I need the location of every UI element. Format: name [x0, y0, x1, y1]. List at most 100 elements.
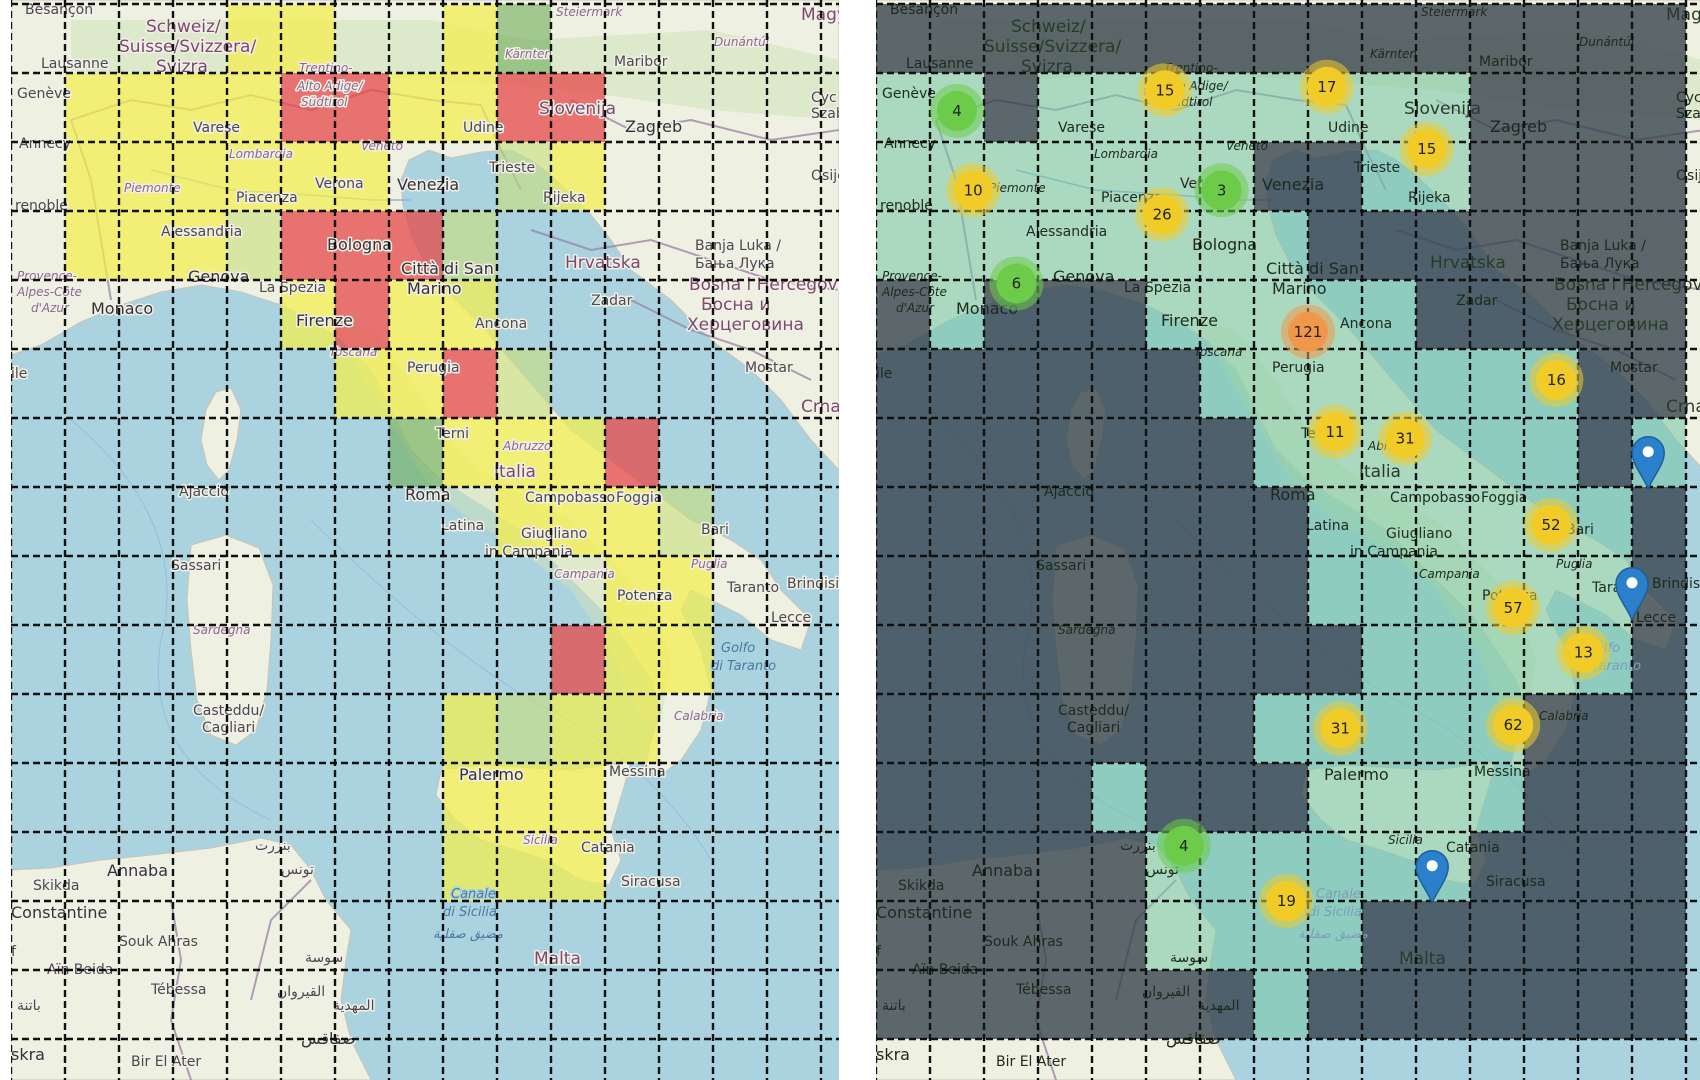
heat-cell-red[interactable] — [551, 73, 605, 142]
heat-cell-lime[interactable] — [497, 349, 551, 418]
cluster-marker[interactable]: 17 — [1299, 59, 1354, 114]
heat-cell-yellow[interactable] — [443, 280, 497, 349]
heat-cell-yellow[interactable] — [281, 142, 335, 211]
heat-cell-yellow[interactable] — [443, 694, 497, 763]
cluster-marker[interactable]: 10 — [946, 163, 1001, 218]
heat-cell-yellow[interactable] — [389, 73, 443, 142]
masked-cell — [876, 694, 930, 763]
heat-cell-yellow[interactable] — [551, 142, 605, 211]
heat-cell-yellow[interactable] — [605, 556, 659, 625]
heat-cell-yellow[interactable] — [227, 4, 281, 73]
heat-cell-yellow[interactable] — [65, 211, 119, 280]
cluster-marker[interactable]: 52 — [1524, 497, 1578, 552]
border-line — [530, 229, 839, 291]
heat-cell-yellow[interactable] — [443, 73, 497, 142]
heat-cell-lime[interactable] — [443, 211, 497, 280]
heat-cell-yellow[interactable] — [497, 832, 551, 901]
heat-cell-red[interactable] — [389, 211, 443, 280]
heat-cell-yellow[interactable] — [497, 487, 551, 556]
heat-cell-yellow[interactable] — [551, 763, 605, 832]
heat-cell-yellow[interactable] — [119, 73, 173, 142]
heat-cell-red[interactable] — [497, 73, 551, 142]
map-pin-icon[interactable] — [1615, 567, 1649, 622]
cluster-core — [996, 263, 1037, 304]
heat-cell-yellow[interactable] — [389, 280, 443, 349]
heat-cell-red[interactable] — [335, 211, 389, 280]
masked-cell — [1416, 280, 1470, 349]
place-label-trieste: Trieste — [1353, 160, 1400, 176]
map-pin-icon[interactable] — [1631, 435, 1665, 491]
cluster-marker[interactable]: 15 — [1137, 63, 1192, 118]
heat-cell-yellow[interactable] — [659, 556, 713, 625]
heat-cell-yellow[interactable] — [173, 211, 227, 280]
cluster-marker[interactable]: 121 — [1281, 304, 1335, 359]
heat-cell-yellow[interactable] — [551, 694, 605, 763]
heat-cell-yellow[interactable] — [443, 418, 497, 487]
heat-cell-yellow[interactable] — [227, 73, 281, 142]
cluster-marker[interactable]: 57 — [1486, 580, 1541, 635]
cluster-marker[interactable]: 31 — [1378, 411, 1433, 466]
heat-cell-lime[interactable] — [227, 211, 281, 280]
heat-cell-yellow[interactable] — [551, 487, 605, 556]
heat-cell-red[interactable] — [335, 73, 389, 142]
heat-cell-red[interactable] — [443, 349, 497, 418]
heat-cell-yellow[interactable] — [281, 280, 335, 349]
heat-cell-yellow[interactable] — [551, 418, 605, 487]
heat-cell-lime[interactable] — [659, 487, 713, 556]
heat-cell-red[interactable] — [551, 625, 605, 694]
cluster-marker[interactable]: 11 — [1308, 404, 1362, 459]
cluster-marker[interactable]: 4 — [1156, 818, 1211, 873]
heat-cell-yellow[interactable] — [389, 349, 443, 418]
heat-cell-yellow[interactable] — [443, 4, 497, 73]
map-panel-clusters[interactable]: Besançon Schweiz/Suisse/Svizzera/Svizra St… — [876, 0, 1700, 1080]
heat-cell-yellow[interactable] — [497, 763, 551, 832]
heat-cell-green[interactable] — [497, 4, 551, 73]
heat-cell-yellow[interactable] — [335, 142, 389, 211]
map-pin-icon[interactable] — [1415, 849, 1449, 905]
heat-cell-yellow[interactable] — [173, 73, 227, 142]
heat-cell-yellow[interactable] — [119, 211, 173, 280]
place-label-besancon: Besançon — [25, 2, 93, 18]
map-panel-heatmap[interactable]: Besançon Schweiz/Suisse/Svizzera/Svizra St… — [11, 0, 839, 1080]
cluster-marker[interactable]: 4 — [930, 83, 984, 138]
heat-cell-red[interactable] — [335, 280, 389, 349]
cluster-marker[interactable]: 19 — [1259, 874, 1314, 928]
heat-cell-yellow[interactable] — [281, 4, 335, 73]
cluster-marker[interactable]: 13 — [1556, 625, 1611, 680]
heat-cell-yellow[interactable] — [65, 142, 119, 211]
masked-cell — [1524, 970, 1578, 1039]
cluster-marker[interactable]: 31 — [1313, 701, 1368, 756]
heatmap-map[interactable]: BesançonSchweiz/Suisse/Svizzera/SvizraSt… — [11, 0, 839, 1080]
heat-cell-yellow[interactable] — [605, 625, 659, 694]
heat-cell-yellow[interactable] — [443, 763, 497, 832]
heat-cell-yellow[interactable] — [497, 418, 551, 487]
heat-cell-yellow[interactable] — [227, 142, 281, 211]
cluster-marker[interactable]: 62 — [1486, 698, 1541, 753]
cluster-marker[interactable]: 26 — [1135, 187, 1190, 242]
cluster-marker[interactable]: 15 — [1399, 121, 1454, 176]
heat-cell-green[interactable] — [389, 418, 443, 487]
heat-cell-yellow[interactable] — [659, 625, 713, 694]
place-label-bologna: Bologna — [327, 235, 392, 254]
heat-cell-lime[interactable] — [497, 142, 551, 211]
place-label-bizerte: بنزرت — [1120, 838, 1156, 854]
heat-cell-yellow[interactable] — [605, 487, 659, 556]
heat-cell-yellow[interactable] — [173, 142, 227, 211]
heat-cell-red[interactable] — [605, 418, 659, 487]
heat-cell-red[interactable] — [281, 211, 335, 280]
cluster-marker[interactable]: 3 — [1194, 163, 1249, 218]
heat-cell-red[interactable] — [281, 73, 335, 142]
cluster-marker[interactable]: 6 — [989, 256, 1044, 311]
masked-cell — [1146, 694, 1200, 763]
heat-cell-lime[interactable] — [497, 694, 551, 763]
cluster-marker[interactable]: 16 — [1529, 353, 1584, 408]
heat-cell-yellow[interactable] — [119, 142, 173, 211]
heat-cell-yellow[interactable] — [335, 349, 389, 418]
cluster-markers[interactable]: 4 15 17 15 10 3 26 6 121 16 11 31 52 57 13 31 62 4 19 — [930, 59, 1611, 928]
heat-cell-yellow[interactable] — [551, 832, 605, 901]
heat-cell-yellow[interactable] — [65, 73, 119, 142]
heat-cell-yellow[interactable] — [605, 694, 659, 763]
pin-markers[interactable] — [1415, 435, 1665, 905]
heat-cell-yellow[interactable] — [443, 832, 497, 901]
cluster-map[interactable]: BesançonSchweiz/Suisse/Svizzera/SvizraSt… — [876, 0, 1700, 1080]
